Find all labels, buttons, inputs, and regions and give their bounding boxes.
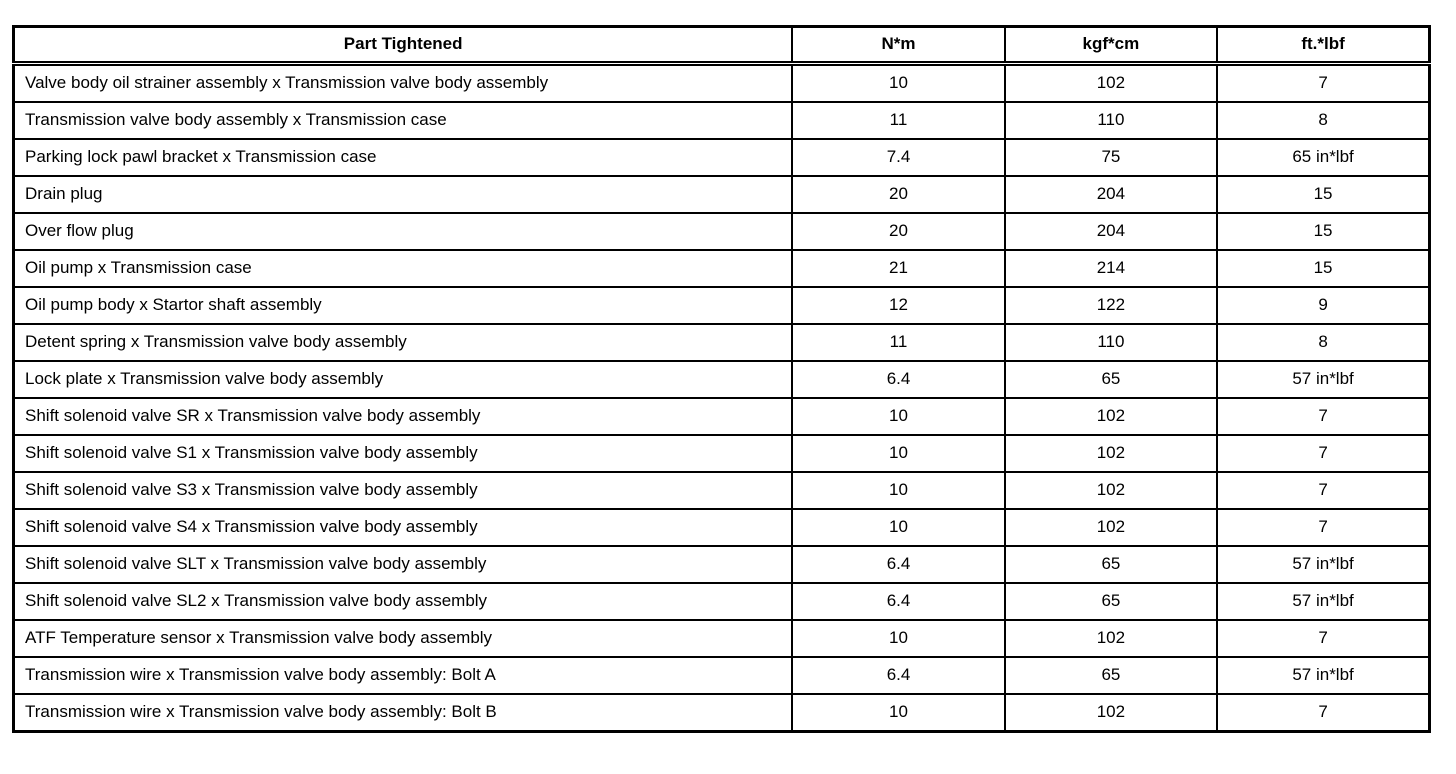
table-row: Lock plate x Transmission valve body ass… [12,360,1431,399]
table-row: Detent spring x Transmission valve body … [12,323,1431,362]
torque-spec-table: Part Tightened N*m kgf*cm ft.*lbf Valve … [12,25,1431,733]
ftlbf-value-cell: 7 [1216,693,1431,733]
kgfcm-value-cell: 122 [1003,286,1219,325]
nm-value-cell: 11 [791,101,1006,140]
table-row: Over flow plug 20 204 15 [12,212,1431,251]
ftlbf-value-cell: 15 [1216,175,1431,214]
ftlbf-value-cell: 15 [1216,212,1431,251]
kgfcm-value-cell: 102 [1003,434,1219,473]
nm-value-cell: 10 [791,693,1006,733]
column-header-nm: N*m [791,25,1006,66]
kgfcm-value-cell: 75 [1003,138,1219,177]
kgfcm-value-cell: 102 [1003,619,1219,658]
kgfcm-value-cell: 102 [1003,471,1219,510]
part-tightened-cell: Shift solenoid valve SR x Transmission v… [12,397,794,436]
kgfcm-value-cell: 214 [1003,249,1219,288]
kgfcm-value-cell: 102 [1003,693,1219,733]
table-row: Transmission valve body assembly x Trans… [12,101,1431,140]
nm-value-cell: 20 [791,212,1006,251]
ftlbf-value-cell: 57 in*lbf [1216,582,1431,621]
nm-value-cell: 6.4 [791,360,1006,399]
ftlbf-value-cell: 57 in*lbf [1216,360,1431,399]
kgfcm-value-cell: 65 [1003,582,1219,621]
part-tightened-cell: Valve body oil strainer assembly x Trans… [12,62,794,103]
kgfcm-value-cell: 204 [1003,212,1219,251]
kgfcm-value-cell: 102 [1003,397,1219,436]
nm-value-cell: 20 [791,175,1006,214]
kgfcm-value-cell: 102 [1003,508,1219,547]
nm-value-cell: 10 [791,434,1006,473]
kgfcm-value-cell: 110 [1003,101,1219,140]
nm-value-cell: 11 [791,323,1006,362]
table-row: Transmission wire x Transmission valve b… [12,656,1431,695]
ftlbf-value-cell: 65 in*lbf [1216,138,1431,177]
part-tightened-cell: Shift solenoid valve S4 x Transmission v… [12,508,794,547]
ftlbf-value-cell: 7 [1216,471,1431,510]
ftlbf-value-cell: 7 [1216,508,1431,547]
part-tightened-cell: Drain plug [12,175,794,214]
table-row: Oil pump body x Startor shaft assembly 12… [12,286,1431,325]
nm-value-cell: 7.4 [791,138,1006,177]
table-row: Shift solenoid valve S1 x Transmission v… [12,434,1431,473]
part-tightened-cell: ATF Temperature sensor x Transmission va… [12,619,794,658]
part-tightened-cell: Parking lock pawl bracket x Transmission… [12,138,794,177]
kgfcm-value-cell: 110 [1003,323,1219,362]
part-tightened-cell: Shift solenoid valve S1 x Transmission v… [12,434,794,473]
part-tightened-cell: Lock plate x Transmission valve body ass… [12,360,794,399]
column-header-ftlbf: ft.*lbf [1216,25,1431,66]
part-tightened-cell: Shift solenoid valve SL2 x Transmission … [12,582,794,621]
nm-value-cell: 6.4 [791,545,1006,584]
table-row: Shift solenoid valve SR x Transmission v… [12,397,1431,436]
nm-value-cell: 10 [791,471,1006,510]
ftlbf-value-cell: 8 [1216,101,1431,140]
part-tightened-cell: Oil pump x Transmission case [12,249,794,288]
ftlbf-value-cell: 7 [1216,62,1431,103]
nm-value-cell: 21 [791,249,1006,288]
table-row: Oil pump x Transmission case 21 214 15 [12,249,1431,288]
nm-value-cell: 10 [791,62,1006,103]
column-header-part-tightened: Part Tightened [12,25,794,66]
part-tightened-cell: Detent spring x Transmission valve body … [12,323,794,362]
ftlbf-value-cell: 57 in*lbf [1216,656,1431,695]
kgfcm-value-cell: 204 [1003,175,1219,214]
table-row: Shift solenoid valve SL2 x Transmission … [12,582,1431,621]
kgfcm-value-cell: 102 [1003,62,1219,103]
ftlbf-value-cell: 7 [1216,397,1431,436]
ftlbf-value-cell: 7 [1216,434,1431,473]
nm-value-cell: 10 [791,397,1006,436]
nm-value-cell: 10 [791,619,1006,658]
nm-value-cell: 10 [791,508,1006,547]
part-tightened-cell: Shift solenoid valve S3 x Transmission v… [12,471,794,510]
part-tightened-cell: Shift solenoid valve SLT x Transmission … [12,545,794,584]
table-row: Drain plug 20 204 15 [12,175,1431,214]
part-tightened-cell: Transmission wire x Transmission valve b… [12,656,794,695]
ftlbf-value-cell: 57 in*lbf [1216,545,1431,584]
kgfcm-value-cell: 65 [1003,656,1219,695]
table-row: Transmission wire x Transmission valve b… [12,693,1431,733]
nm-value-cell: 6.4 [791,582,1006,621]
table-row: Shift solenoid valve S4 x Transmission v… [12,508,1431,547]
table-row: Shift solenoid valve SLT x Transmission … [12,545,1431,584]
table-row: Parking lock pawl bracket x Transmission… [12,138,1431,177]
header-row: Part Tightened N*m kgf*cm ft.*lbf [12,25,1431,66]
table-row: Valve body oil strainer assembly x Trans… [12,62,1431,103]
column-header-kgfcm: kgf*cm [1003,25,1219,66]
ftlbf-value-cell: 15 [1216,249,1431,288]
table-row: ATF Temperature sensor x Transmission va… [12,619,1431,658]
part-tightened-cell: Oil pump body x Startor shaft assembly [12,286,794,325]
part-tightened-cell: Over flow plug [12,212,794,251]
nm-value-cell: 6.4 [791,656,1006,695]
ftlbf-value-cell: 8 [1216,323,1431,362]
part-tightened-cell: Transmission wire x Transmission valve b… [12,693,794,733]
part-tightened-cell: Transmission valve body assembly x Trans… [12,101,794,140]
table-row: Shift solenoid valve S3 x Transmission v… [12,471,1431,510]
kgfcm-value-cell: 65 [1003,360,1219,399]
ftlbf-value-cell: 9 [1216,286,1431,325]
ftlbf-value-cell: 7 [1216,619,1431,658]
table-body: Valve body oil strainer assembly x Trans… [12,62,1431,733]
kgfcm-value-cell: 65 [1003,545,1219,584]
nm-value-cell: 12 [791,286,1006,325]
